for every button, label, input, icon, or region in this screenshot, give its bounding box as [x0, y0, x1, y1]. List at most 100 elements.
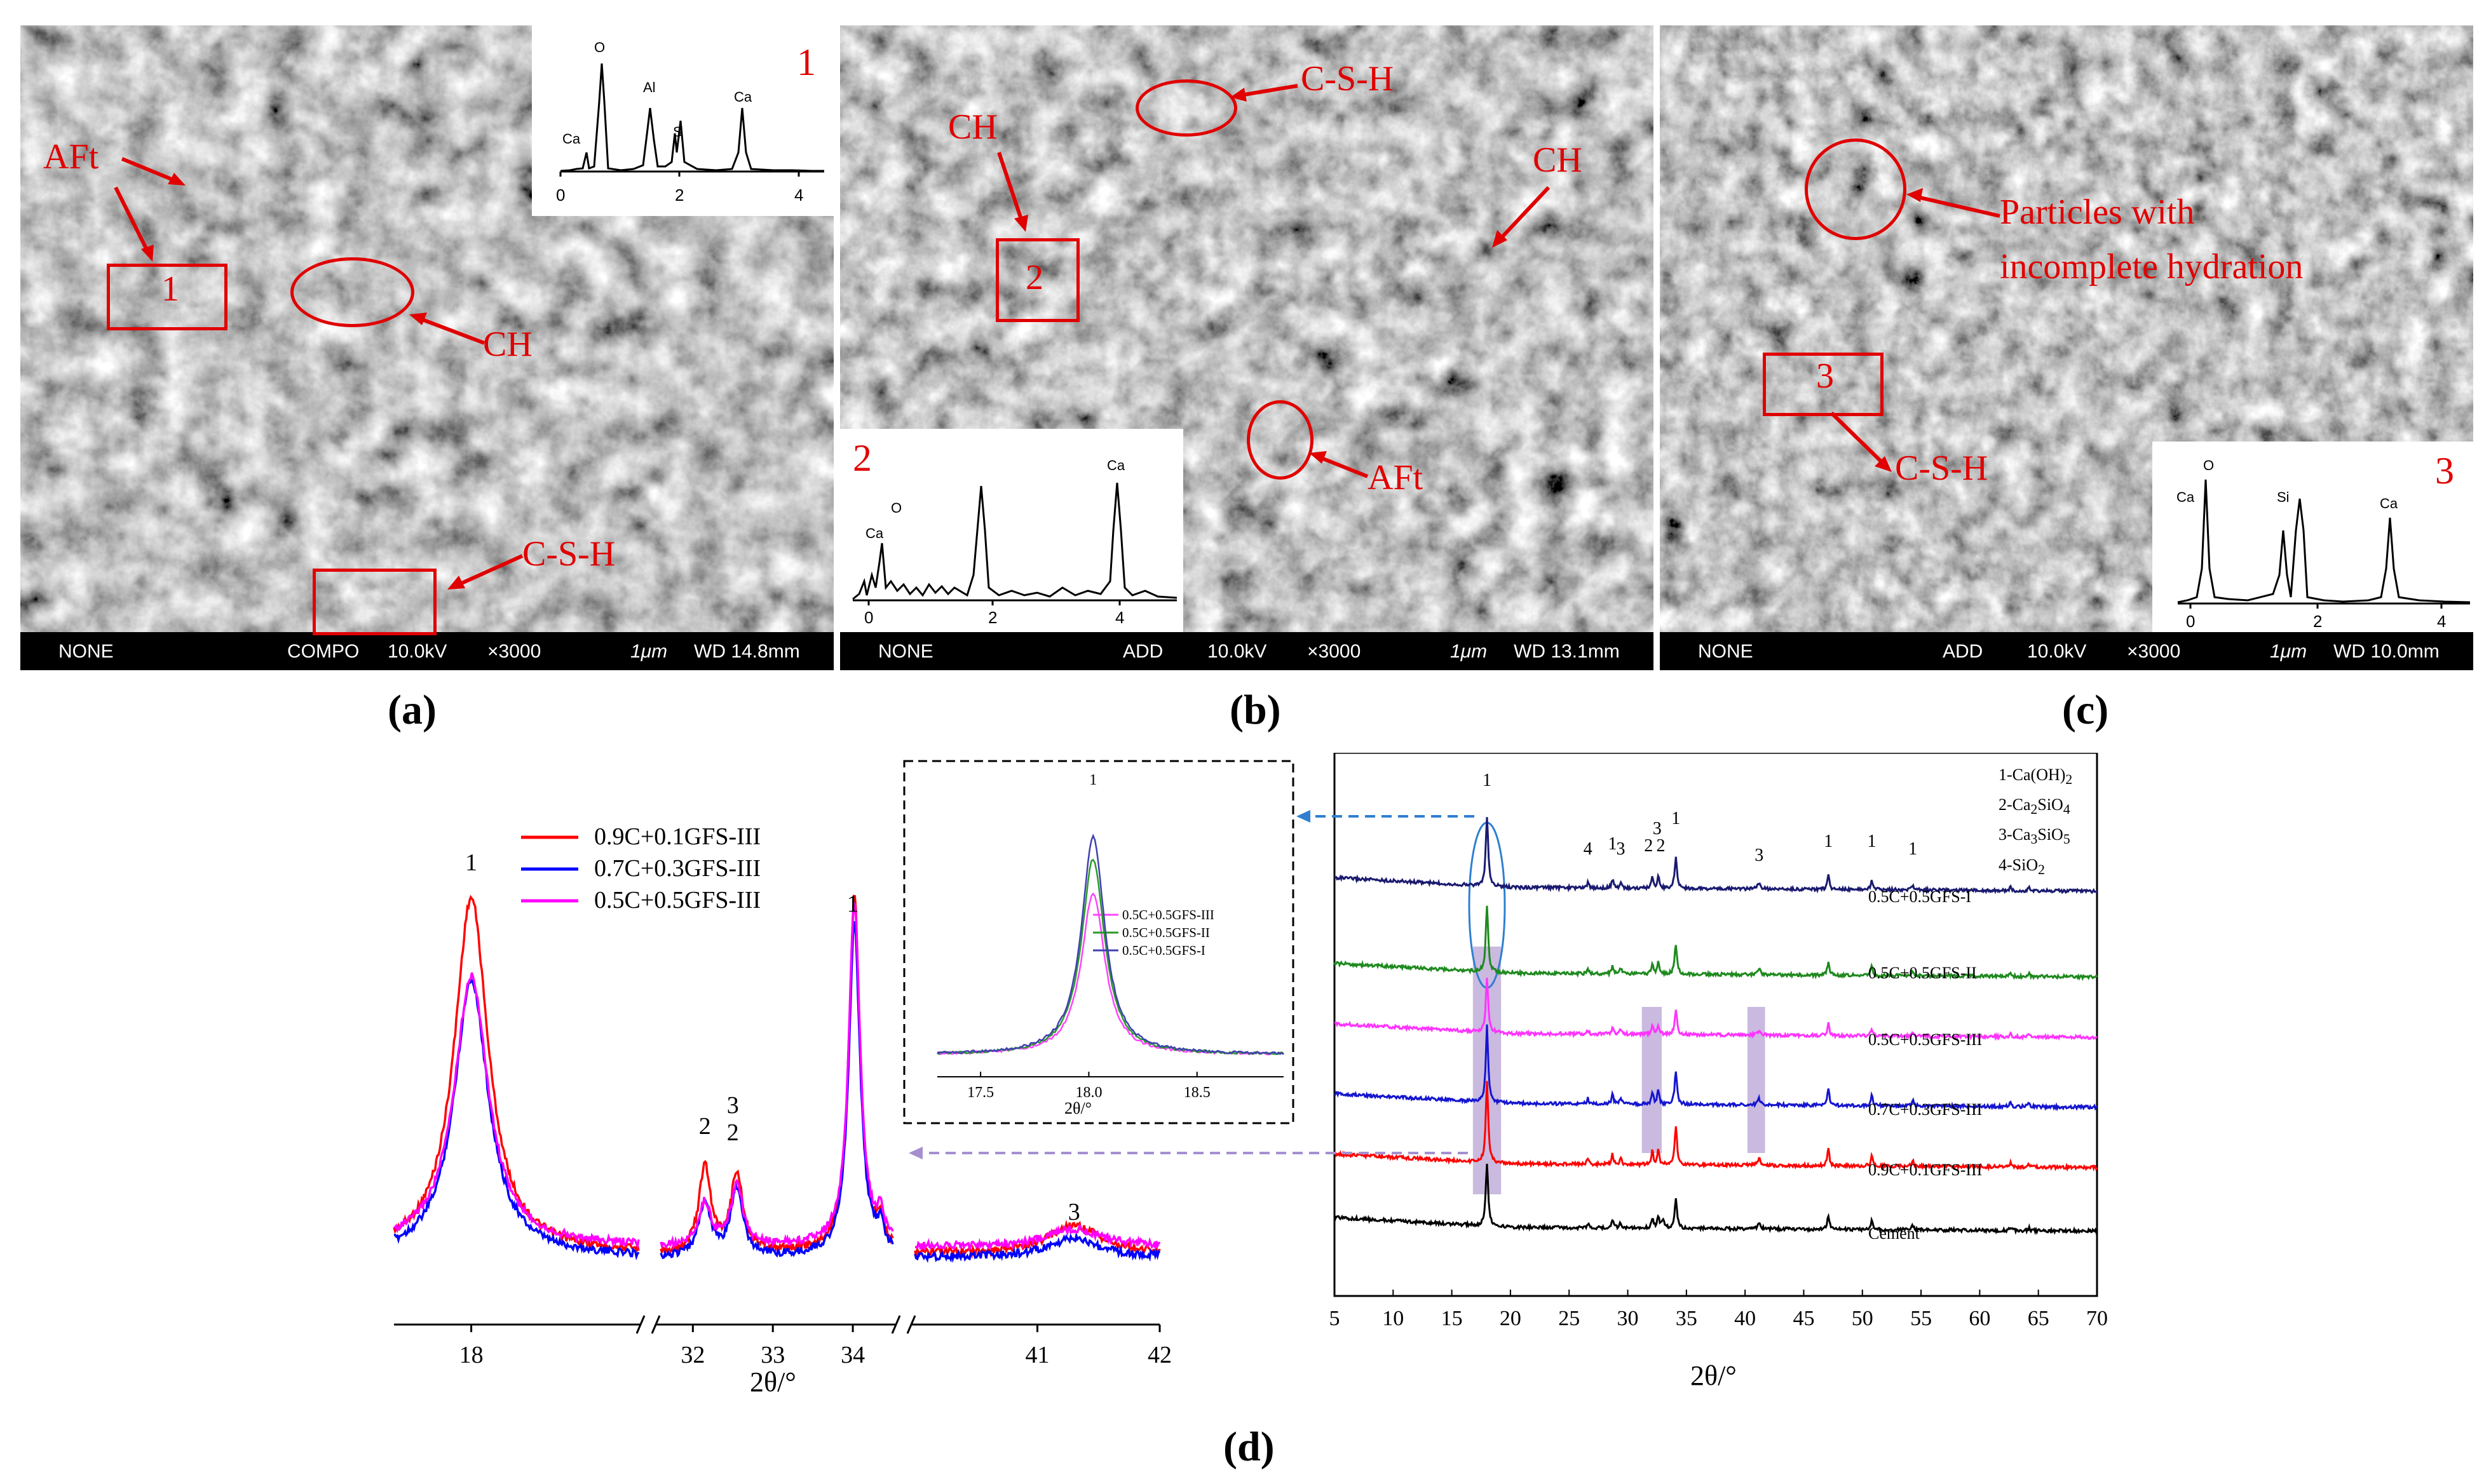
xrd-zoom-line-3-seg2 — [660, 900, 894, 1250]
sem-magnification-c: ×3000 — [2127, 641, 2181, 662]
xrd-inset-tick-label-1: 18.0 — [1075, 1084, 1102, 1101]
xrd-zoom-peak-label-3: 3 — [727, 1092, 739, 1119]
label-particles-line2-c: incomplete hydration — [2000, 247, 2304, 287]
xrd-full-tick-label-35: 35 — [1676, 1307, 1697, 1330]
phase-legend-4-text: 4-SiO — [1999, 855, 2039, 874]
xrd-inset-legend-item-3: 0.5C+0.5GFS-I — [1122, 943, 1205, 958]
phase-legend-4-sub: 2 — [2038, 861, 2045, 877]
xrd-full-line-2 — [1333, 905, 2098, 981]
xrd-full-peak-label-3: 3 — [1616, 839, 1625, 859]
eds-tick-4-c: 4 — [2437, 612, 2447, 631]
eds-tick-0-c: 0 — [2186, 612, 2196, 631]
xrd-full-tick-label-55: 55 — [1910, 1307, 1932, 1330]
phase-legend-2-text2: SiO — [2037, 795, 2063, 814]
xrd-zoom-axis-break-1-a — [635, 1315, 646, 1334]
xrd-zoom-xlabel: 2θ/° — [750, 1366, 796, 1398]
sem-kv-a: 10.0kV — [388, 641, 447, 662]
xrd-full-line-3 — [1334, 978, 2098, 1041]
eds-tick-2-a: 2 — [675, 186, 684, 205]
xrd-inset-line-3 — [937, 833, 1284, 1056]
xrd-full-line-5 — [1334, 1081, 2098, 1172]
xrd-zoom-legend-item-1: 0.9C+0.1GFS-III — [594, 823, 761, 850]
phase-legend-1-sub: 2 — [2065, 772, 2073, 788]
sem-magnification-b: ×3000 — [1307, 641, 1361, 662]
label-ch-left-b: CH — [948, 107, 998, 147]
spot-number-c: 3 — [1816, 356, 1834, 396]
eds-spectrum-c — [2177, 479, 2471, 609]
xrd-full-tick-label-45: 45 — [1793, 1307, 1814, 1330]
label-csh-b: C-S-H — [1301, 59, 1394, 98]
xrd-zoom-line-3-seg1 — [393, 972, 640, 1250]
phase-legend-2-text: 2-Ca — [1999, 795, 2031, 814]
spot-number-b: 2 — [1026, 258, 1043, 297]
phase-legend-3-sub2: 5 — [2063, 832, 2070, 847]
xrd-zoom-line-2-seg3 — [914, 1231, 1161, 1264]
sem-image-b: NONE ADD 10.0kV ×3000 1μm WD 13.1mm C-S-… — [840, 25, 1653, 670]
xrd-inset-legend-item-2: 0.5C+0.5GFS-II — [1122, 925, 1210, 940]
xrd-full-tick-label-70: 70 — [2086, 1307, 2108, 1330]
xrd-inset-xlabel: 2θ/° — [1064, 1099, 1092, 1117]
xrd-inset-peak-label: 1 — [1089, 772, 1097, 788]
eds-tick-2-c: 2 — [2313, 612, 2323, 631]
xrd-full-series-label-1: 0.5C+0.5GFS-I — [1868, 887, 1971, 906]
xrd-full-peak-label-1b: 1 — [1608, 834, 1617, 854]
xrd-full-series-label-4: 0.7C+0.3GFS-III — [1868, 1100, 1982, 1119]
eds-peak-ca2-c: Ca — [2380, 496, 2398, 511]
sem-info-bar-a: NONE COMPO 10.0kV ×3000 1μm WD 14.8mm — [20, 632, 834, 670]
xrd-inset-legend-item-1: 0.5C+0.5GFS-III — [1122, 907, 1214, 922]
phase-legend-2: 2-Ca2SiO4 — [1999, 792, 2072, 822]
sem-wd-a: WD 14.8mm — [694, 641, 800, 662]
label-particles-line1-c: Particles with — [2000, 192, 2195, 232]
xrd-full-peak-label-1d: 1 — [1824, 832, 1833, 851]
xrd-full-tick-label-20: 20 — [1500, 1307, 1521, 1330]
xrd-full-line-1 — [1334, 817, 2098, 895]
xrd-full-peak-label-1e: 1 — [1868, 832, 1877, 851]
eds-peak-ca2-b: Ca — [1107, 457, 1125, 473]
arrows-a — [114, 157, 524, 590]
sem-image-c: NONE ADD 10.0kV ×3000 1μm WD 10.0mm Part… — [1660, 25, 2473, 670]
sem-mode-a: COMPO — [287, 641, 360, 662]
eds-peak-ca1-b: Ca — [865, 525, 884, 541]
xrd-full-peak-label-2b: 2 — [1657, 836, 1666, 856]
caption-d: (d) — [1223, 1424, 1275, 1470]
phase-legend-3-sub1: 3 — [2030, 832, 2038, 847]
xrd-full-tick-label-25: 25 — [1558, 1307, 1580, 1330]
eds-peak-ca1-a: Ca — [562, 131, 581, 147]
xrd-full-tick-label-60: 60 — [1969, 1307, 1990, 1330]
spot-number-a: 1 — [161, 269, 179, 309]
eds-peak-si-c: Si — [2277, 489, 2290, 505]
xrd-full-tick-label-15: 15 — [1441, 1307, 1463, 1330]
xrd-zoom-peak-label-2a: 2 — [699, 1113, 711, 1140]
label-ch-a: CH — [483, 325, 533, 364]
xrd-zoom-peak-label-1: 1 — [465, 849, 477, 876]
xrd-zoom-line-1-seg2 — [660, 894, 894, 1255]
xrd-zoom-line-3-seg3 — [915, 1223, 1161, 1252]
xrd-zoom-axis-break-1-b — [651, 1315, 661, 1334]
phase-legend-2-sub1: 2 — [2030, 802, 2038, 818]
label-csh-a: C-S-H — [522, 534, 616, 574]
label-ch-right-b: CH — [1533, 140, 1582, 180]
eds-spot-box-b — [996, 238, 1080, 322]
xrd-zoom-tick-label-18: 18 — [459, 1342, 484, 1368]
phase-legend-3-text2: SiO — [2037, 825, 2063, 844]
eds-number-a: 1 — [797, 41, 816, 83]
xrd-full-series-label-3: 0.5C+0.5GFS-III — [1868, 1030, 1982, 1049]
xrd-full-peak-label-1f: 1 — [1908, 839, 1917, 859]
eds-number-c: 3 — [2435, 450, 2454, 492]
caption-b: (b) — [1230, 687, 1281, 733]
arrows-c — [1829, 188, 2000, 472]
xrd-phase-legend: 1-Ca(OH)2 2-Ca2SiO4 3-Ca3SiO5 4-SiO2 — [1999, 762, 2072, 882]
sem-signal-c: NONE — [1698, 641, 1753, 662]
phase-legend-1: 1-Ca(OH)2 — [1999, 762, 2072, 792]
phase-legend-3: 3-Ca3SiO5 — [1999, 822, 2072, 852]
eds-tick-2-b: 2 — [988, 608, 998, 627]
xrd-full-line-4 — [1334, 1024, 2098, 1112]
caption-a: (a) — [388, 687, 437, 733]
sem-scale-b: 1μm — [1450, 641, 1488, 662]
label-csh-c: C-S-H — [1895, 449, 1988, 488]
eds-peak-o-c: O — [2203, 457, 2215, 473]
sem-mode-b: ADD — [1123, 641, 1164, 662]
xrd-zoom-tick-label-33: 33 — [761, 1342, 785, 1368]
sem-image-a: NONE COMPO 10.0kV ×3000 1μm WD 14.8mm AF… — [20, 25, 834, 670]
eds-peak-al-a: Al — [643, 79, 656, 95]
